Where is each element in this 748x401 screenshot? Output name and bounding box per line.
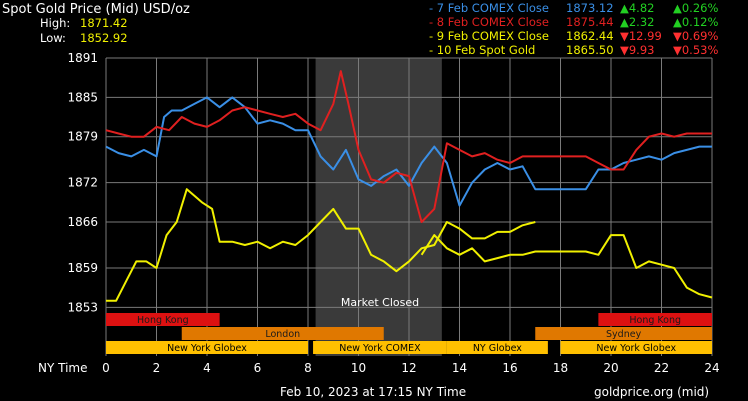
y-axis-ticks: 1853 1859 1866 1872 1879 1885 1891 bbox=[67, 51, 98, 314]
low-value: 1852.92 bbox=[80, 31, 128, 45]
market-closed-label: Market Closed bbox=[341, 296, 419, 309]
footer-timestamp: Feb 10, 2023 at 17:15 NY Time bbox=[280, 385, 466, 399]
chart-title: Spot Gold Price (Mid) USD/oz bbox=[2, 2, 190, 17]
y-tick-label: 1872 bbox=[67, 176, 98, 190]
price-lines bbox=[105, 70, 713, 302]
grid-lines bbox=[105, 57, 713, 356]
y-tick-label: 1866 bbox=[67, 215, 98, 229]
high-value: 1871.42 bbox=[80, 16, 128, 30]
session-label: New York Globex bbox=[167, 343, 247, 354]
footer-source: goldprice.org (mid) bbox=[594, 385, 709, 399]
legend-series-change: ▼12.99 bbox=[620, 29, 662, 43]
legend-series-name: - 10 Feb Spot Gold bbox=[429, 43, 536, 57]
session-bar bbox=[446, 341, 548, 354]
x-tick-label: 6 bbox=[254, 361, 262, 375]
x-tick-label: 8 bbox=[304, 361, 312, 375]
x-tick-label: 16 bbox=[502, 361, 517, 375]
legend-series-value: 1875.44 bbox=[566, 15, 614, 29]
y-tick-label: 1859 bbox=[67, 261, 98, 275]
session-label: Hong Kong bbox=[137, 315, 189, 326]
session-bars: Hong Kong Hong Kong London Sydney New York G… bbox=[106, 313, 712, 354]
legend-series-pct: ▲0.12% bbox=[673, 15, 719, 29]
legend-series-pct: ▲0.26% bbox=[673, 1, 719, 15]
y-tick-label: 1853 bbox=[67, 300, 98, 314]
session-label: NY Globex bbox=[473, 343, 522, 354]
session-bar bbox=[560, 341, 712, 354]
series-line bbox=[106, 188, 536, 302]
session-bar bbox=[313, 341, 447, 354]
session-label: Sydney bbox=[606, 329, 642, 340]
x-tick-label: 14 bbox=[452, 361, 467, 375]
series-line bbox=[420, 234, 713, 299]
x-tick-label: 12 bbox=[401, 361, 416, 375]
legend-series-name: - 8 Feb COMEX Close bbox=[429, 15, 549, 29]
x-tick-label: 4 bbox=[203, 361, 211, 375]
session-bar bbox=[181, 327, 384, 340]
legend-series-value: 1873.12 bbox=[566, 1, 614, 15]
y-tick-label: 1891 bbox=[67, 51, 98, 65]
legend-series-pct: ▼0.53% bbox=[673, 43, 719, 57]
legend-series-pct: ▼0.69% bbox=[673, 29, 719, 43]
legend-series-change: ▼9.93 bbox=[620, 43, 655, 57]
session-bar bbox=[106, 341, 308, 354]
y-tick-label: 1879 bbox=[67, 130, 98, 144]
high-label: High: bbox=[40, 16, 71, 30]
x-tick-label: 22 bbox=[654, 361, 669, 375]
session-label: New York COMEX bbox=[339, 343, 421, 354]
series-line bbox=[105, 70, 712, 223]
session-bar bbox=[106, 313, 220, 326]
legend-series-change: ▲4.82 bbox=[620, 1, 655, 15]
session-bar bbox=[535, 327, 712, 340]
session-label: London bbox=[265, 329, 300, 340]
session-label: New York Globex bbox=[596, 343, 676, 354]
session-label: Hong Kong bbox=[629, 315, 681, 326]
x-axis-ticks: 0 2 4 6 8 10 12 14 16 18 20 22 24 bbox=[102, 361, 719, 375]
legend-series-name: - 9 Feb COMEX Close bbox=[429, 29, 549, 43]
market-closed-shade bbox=[315, 58, 442, 356]
legend-series-name: - 7 Feb COMEX Close bbox=[429, 1, 549, 15]
x-tick-label: 24 bbox=[704, 361, 719, 375]
legend-series-change: ▲2.32 bbox=[620, 15, 655, 29]
y-tick-label: 1885 bbox=[67, 90, 98, 104]
legend-series-value: 1865.50 bbox=[566, 43, 614, 57]
legend-series-value: 1862.44 bbox=[566, 29, 614, 43]
x-tick-label: 2 bbox=[153, 361, 161, 375]
x-tick-label: 10 bbox=[351, 361, 366, 375]
x-tick-label: 0 bbox=[102, 361, 110, 375]
x-axis-title: NY Time bbox=[38, 361, 88, 375]
session-bar bbox=[598, 313, 712, 326]
low-label: Low: bbox=[40, 31, 66, 45]
x-tick-label: 20 bbox=[603, 361, 618, 375]
x-tick-label: 18 bbox=[553, 361, 568, 375]
